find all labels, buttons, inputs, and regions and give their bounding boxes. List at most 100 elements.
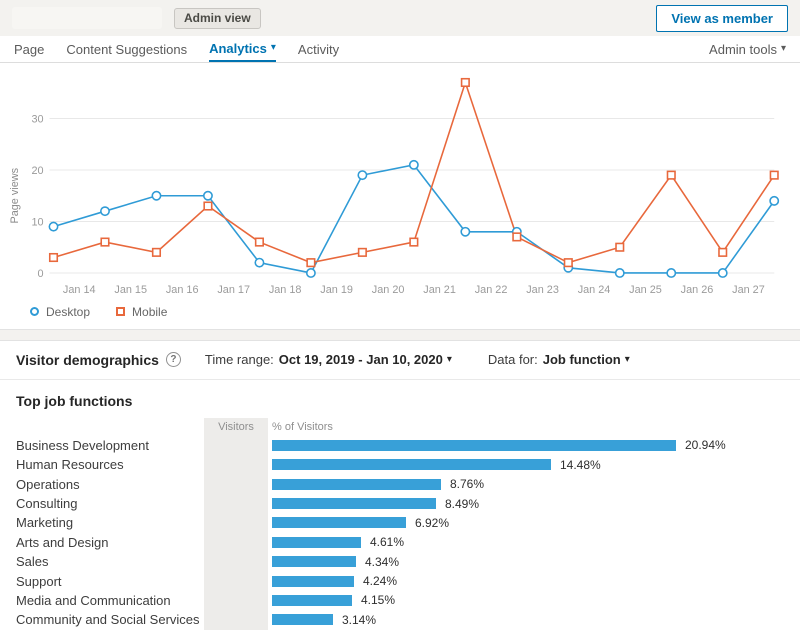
job-function-label: Arts and Design bbox=[16, 534, 109, 550]
percentage-bar bbox=[272, 478, 441, 490]
company-name-redacted bbox=[12, 7, 162, 29]
mobile-marker bbox=[718, 247, 728, 257]
visitors-column-header: Visitors bbox=[204, 417, 268, 436]
tab-label: Activity bbox=[297, 41, 340, 57]
mobile-marker bbox=[48, 252, 59, 263]
square-marker-icon bbox=[116, 307, 126, 317]
x-tick-label: Jan 16 bbox=[166, 284, 199, 296]
y-tick-label: 30 bbox=[31, 113, 43, 125]
desktop-marker bbox=[408, 159, 419, 170]
time-range-label: Time range: bbox=[204, 352, 274, 368]
legend-mobile[interactable]: Mobile bbox=[116, 305, 167, 319]
visitors-value-redacted bbox=[204, 513, 268, 533]
job-function-label: Business Development bbox=[16, 437, 149, 453]
mobile-marker bbox=[409, 237, 419, 247]
chevron-down-icon: ▾ bbox=[780, 43, 786, 54]
bar-cell: 4.15% bbox=[268, 593, 800, 607]
visitors-value-redacted bbox=[204, 610, 268, 630]
percentage-value: 4.24% bbox=[363, 574, 398, 589]
table-row: Operations 8.76% bbox=[0, 474, 800, 494]
visitors-value-redacted bbox=[204, 474, 268, 494]
data-for-dropdown[interactable]: Job function ▾ bbox=[543, 352, 630, 367]
mobile-marker bbox=[512, 232, 522, 242]
table-row: Business Development 20.94% bbox=[0, 435, 800, 456]
demographics-header: Visitor demographics ? Time range: Oct 1… bbox=[0, 341, 800, 380]
section-divider bbox=[0, 330, 800, 340]
percent-column-header: % of Visitors bbox=[272, 420, 333, 433]
time-range-dropdown[interactable]: Oct 19, 2019 - Jan 10, 2020 ▾ bbox=[279, 352, 452, 367]
bar-cell: 14.48% bbox=[268, 458, 800, 472]
percentage-bar bbox=[272, 575, 354, 587]
mobile-marker bbox=[460, 77, 470, 88]
page-views-line-chart: 0 10 20 30 Jan 14 Jan 15 Jan 16 Jan 17 Jan 18 Jan… bbox=[9, 77, 780, 296]
percentage-bar bbox=[272, 517, 406, 529]
x-tick-label: Jan 17 bbox=[217, 284, 250, 296]
chevron-down-icon: ▾ bbox=[270, 42, 276, 53]
table-row: Human Resources 14.48% bbox=[0, 455, 800, 475]
data-for-group: Data for: Job function ▾ bbox=[488, 352, 630, 367]
legend-desktop[interactable]: Desktop bbox=[30, 305, 90, 319]
visitors-value-redacted bbox=[204, 571, 268, 591]
data-for-label: Data for: bbox=[487, 352, 538, 368]
y-tick-label: 0 bbox=[38, 268, 44, 280]
percentage-bar bbox=[272, 459, 551, 471]
admin-tools-menu[interactable]: Admin tools ▾ bbox=[709, 36, 786, 62]
bar-cell: 20.94% bbox=[268, 438, 800, 452]
desktop-marker bbox=[460, 226, 471, 237]
mobile-marker bbox=[615, 242, 625, 252]
tab-page[interactable]: Page bbox=[14, 36, 44, 62]
job-functions-table: Visitors % of Visitors Business Developm… bbox=[0, 417, 800, 642]
table-row: Support 4.24% bbox=[0, 571, 800, 591]
top-bar: Admin view View as member bbox=[0, 0, 800, 36]
desktop-marker bbox=[151, 190, 162, 201]
table-row: Marketing 6.92% bbox=[0, 513, 800, 533]
percentage-value: 20.94% bbox=[685, 438, 726, 453]
mobile-marker bbox=[254, 237, 264, 247]
percentage-value: 4.15% bbox=[361, 593, 396, 608]
tab-analytics[interactable]: Analytics ▾ bbox=[209, 36, 276, 62]
view-as-member-button[interactable]: View as member bbox=[656, 4, 788, 32]
tab-activity[interactable]: Activity bbox=[298, 36, 339, 62]
tab-label: Content Suggestions bbox=[66, 41, 188, 57]
x-tick-label: Jan 26 bbox=[681, 284, 714, 296]
x-tick-label: Jan 25 bbox=[629, 284, 662, 296]
visitors-value-redacted bbox=[204, 493, 268, 514]
tab-content-suggestions[interactable]: Content Suggestions bbox=[66, 36, 187, 62]
job-function-label: Sales bbox=[16, 554, 49, 570]
chevron-down-icon: ▾ bbox=[446, 353, 452, 365]
desktop-marker bbox=[100, 206, 110, 217]
x-tick-label: Jan 22 bbox=[475, 284, 508, 296]
x-tick-label: Jan 27 bbox=[732, 284, 765, 296]
table-row: Consulting 8.49% bbox=[0, 493, 800, 514]
x-tick-label: Jan 24 bbox=[578, 284, 611, 296]
x-tick-label: Jan 21 bbox=[423, 284, 456, 296]
desktop-marker bbox=[305, 268, 316, 278]
y-tick-label: 20 bbox=[31, 165, 43, 177]
x-tick-label: Jan 19 bbox=[320, 284, 353, 296]
visitors-value-redacted bbox=[204, 590, 268, 611]
bar-cell: 8.49% bbox=[268, 497, 800, 511]
mobile-marker bbox=[563, 258, 573, 268]
bar-cell: 6.92% bbox=[268, 516, 800, 530]
job-function-label: Human Resources bbox=[16, 457, 124, 473]
bar-cell: 4.61% bbox=[268, 535, 800, 549]
visitor-demographics-section: Visitor demographics ? Time range: Oct 1… bbox=[0, 339, 800, 642]
table-row: Arts and Design 4.61% bbox=[0, 532, 800, 552]
mobile-marker bbox=[306, 258, 316, 268]
desktop-marker bbox=[614, 268, 625, 278]
job-rows: Business Development 20.94% Human Resource… bbox=[0, 435, 800, 630]
y-axis-title: Page views bbox=[9, 167, 21, 223]
help-icon[interactable]: ? bbox=[165, 352, 181, 368]
desktop-marker bbox=[717, 268, 728, 278]
desktop-marker bbox=[769, 195, 780, 206]
time-range-group: Time range: Oct 19, 2019 - Jan 10, 2020 … bbox=[205, 352, 452, 367]
bar-cell: 8.76% bbox=[268, 477, 800, 491]
percentage-bar bbox=[272, 536, 361, 548]
x-tick-label: Jan 23 bbox=[526, 284, 559, 296]
job-function-label: Operations bbox=[16, 476, 80, 492]
job-function-label: Marketing bbox=[16, 515, 74, 531]
desktop-marker bbox=[48, 221, 59, 232]
desktop-marker bbox=[357, 170, 368, 181]
data-for-value: Job function bbox=[542, 352, 621, 368]
mobile-marker bbox=[357, 247, 367, 257]
